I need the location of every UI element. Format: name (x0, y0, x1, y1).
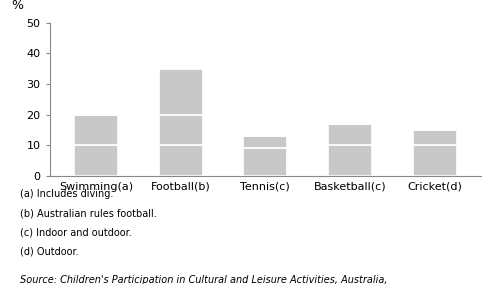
Bar (328, 124, 372, 145)
Bar (159, 69, 203, 115)
Bar (159, 145, 203, 176)
Bar (244, 136, 287, 149)
Text: (b) Australian rules football.: (b) Australian rules football. (20, 208, 157, 218)
Bar (328, 145, 372, 176)
Bar (244, 149, 287, 176)
Text: %: % (11, 0, 23, 12)
Text: Source: Children's Participation in Cultural and Leisure Activities, Australia,: Source: Children's Participation in Cult… (20, 275, 387, 284)
Text: (a) Includes diving.: (a) Includes diving. (20, 189, 113, 199)
Bar (159, 115, 203, 145)
Bar (413, 130, 457, 145)
Bar (74, 115, 118, 145)
Text: (c) Indoor and outdoor.: (c) Indoor and outdoor. (20, 227, 131, 237)
Bar (74, 145, 118, 176)
Bar (413, 145, 457, 176)
Text: (d) Outdoor.: (d) Outdoor. (20, 247, 78, 257)
